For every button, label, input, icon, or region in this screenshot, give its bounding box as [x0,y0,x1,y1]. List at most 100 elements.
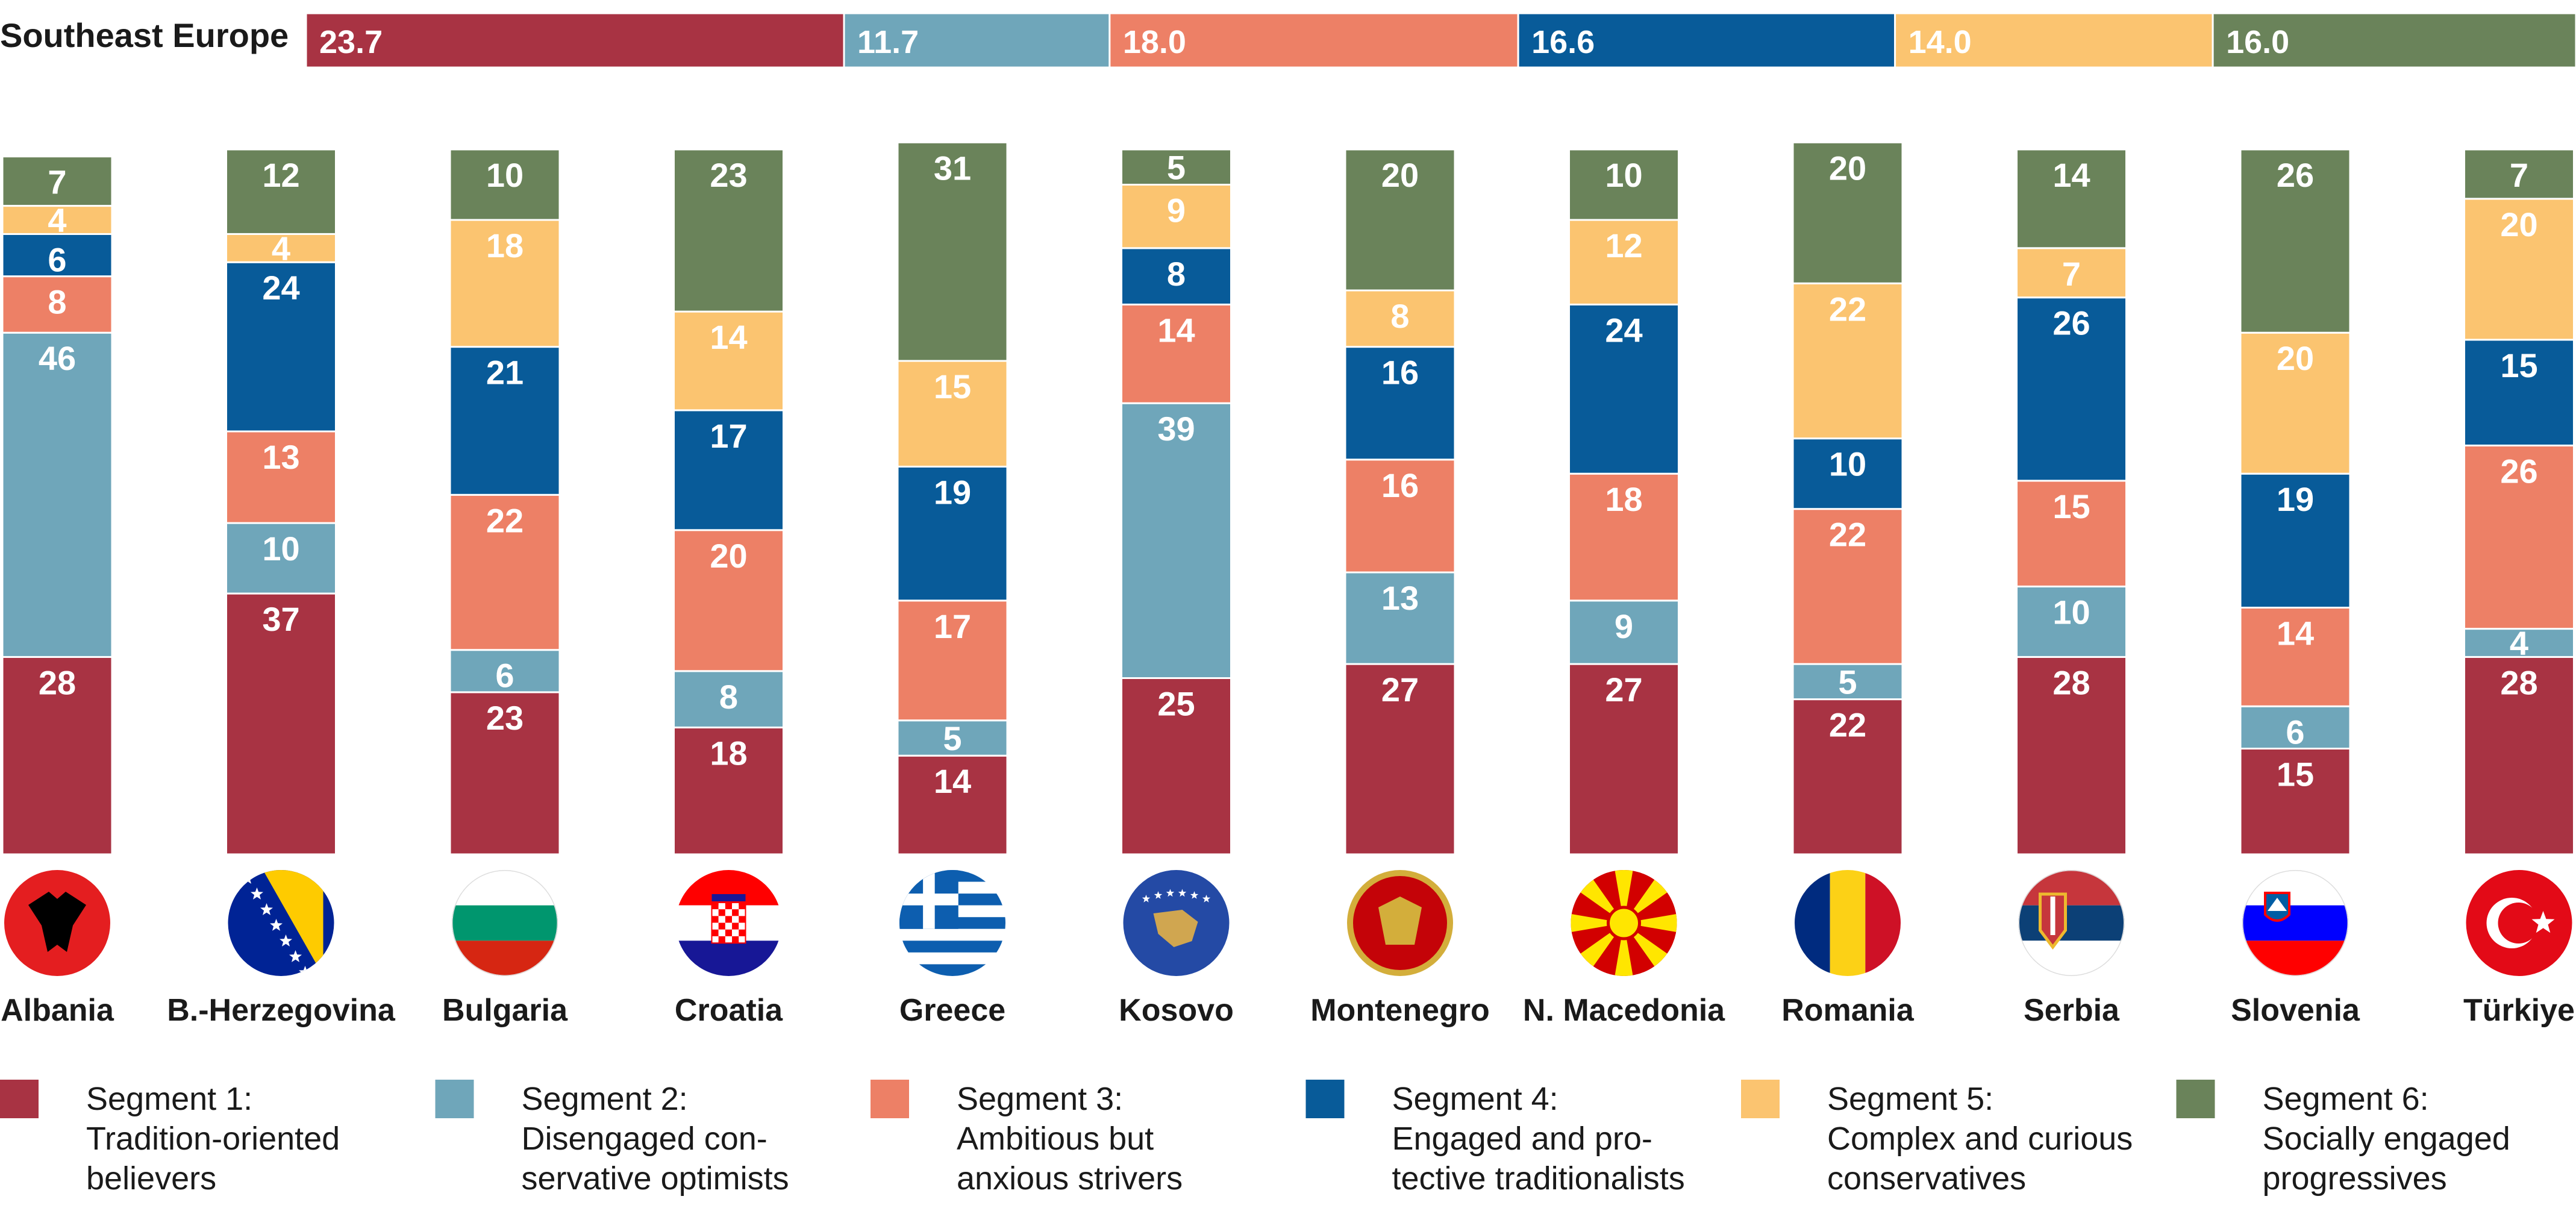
bar-segment-turkiye-s2 [2463,628,2575,658]
data-label-romania-s5: 22 [1829,290,1866,328]
data-label-turkiye-s4: 15 [2500,346,2537,384]
bar-segment-croatia-s1 [673,726,784,856]
data-label-bosnia-s3: 13 [262,438,299,476]
data-label-bulgaria-s1: 23 [486,699,524,737]
data-label-turkiye-s1: 28 [2500,663,2537,701]
country-label-croatia: Croatia [675,993,783,1028]
bar-turkiye: 284 26 15 20 7 [2463,148,2575,856]
data-label-albania-s4: 6 [48,240,66,278]
bar-segment-albania-s6 [1,155,113,207]
legend-desc-6-1: Socially engaged [2263,1121,2510,1157]
legend-swatch-6 [2176,1080,2215,1118]
bar-segment-bosnia-s3 [225,430,337,524]
bar-segment-bulgaria-s6 [449,148,561,221]
legend-desc-3-2: anxious strivers [957,1160,1183,1197]
summary-label: Southeast Europe [0,16,289,54]
data-label-greece-s3: 17 [934,607,971,645]
country-label-serbia: Serbia [2024,993,2120,1028]
data-label-slovenia-s3: 14 [2277,615,2314,653]
summary-value-5: 14.0 [1909,24,1972,60]
data-label-montenegro-s1: 27 [1381,671,1419,709]
flag-turkiye [2466,870,2572,976]
data-label-croatia-s1: 18 [710,734,747,772]
legend-swatch-3 [871,1080,909,1118]
bar-segment-macedonia-s5 [1568,219,1680,305]
country-label-romania: Romania [1781,993,1915,1028]
data-label-bosnia-s4: 24 [262,269,299,307]
legend-desc-3-1: Ambitious but [957,1121,1154,1157]
legend-desc-4-2: tective traditionalists [1392,1160,1685,1197]
data-label-croatia-s5: 14 [710,318,747,356]
data-label-bulgaria-s4: 21 [486,354,524,392]
data-label-montenegro-s2: 13 [1381,579,1419,617]
bar-segment-serbia-s3 [2016,480,2127,587]
legend-title-3: Segment 3: [957,1081,1123,1117]
data-label-macedonia-s5: 12 [1605,227,1642,264]
bar-segment-slovenia-s6 [2239,148,2351,334]
data-label-romania-s1: 22 [1829,706,1866,744]
data-label-greece-s4: 19 [934,474,971,512]
bar-macedonia: 27 9 18 24 12 10 [1568,148,1680,856]
bar-segment-romania-s4 [1792,437,1904,510]
bar-segment-romania-s1 [1792,698,1904,856]
data-label-kosovo-s3: 14 [1157,311,1195,349]
bar-greece: 14 5 17 19 15 31 [896,141,1008,856]
data-label-turkiye-s2: 4 [2510,624,2528,662]
bar-bosnia: 37 10 13 244 12 [225,148,337,856]
data-label-serbia-s4: 26 [2052,304,2090,342]
data-label-bosnia-s1: 37 [262,600,299,638]
bar-segment-serbia-s4 [2016,296,2127,482]
legend-item-4: Segment 4: Engaged and pro-tective tradit… [1305,1080,1685,1197]
data-label-serbia-s6: 14 [2052,156,2090,194]
flag-albania [4,870,110,976]
data-label-serbia-s2: 10 [2052,593,2090,631]
country-label-kosovo: Kosovo [1119,993,1234,1028]
country-label-albania: Albania [1,993,114,1028]
bar-segment-albania-s5 [1,205,113,235]
legend-item-2: Segment 2: Disengaged con-servative optim… [435,1080,789,1197]
flag-macedonia [1571,870,1677,976]
data-label-kosovo-s5: 9 [1167,192,1186,230]
legend-item-5: Segment 5: Complex and curiousconservativ… [1741,1080,2133,1197]
bar-segment-albania-s4 [1,233,113,278]
bar-segment-montenegro-s2 [1344,571,1456,665]
bar-segment-turkiye-s6 [2463,148,2575,200]
bar-segment-montenegro-s3 [1344,458,1456,574]
bar-segment-croatia-s4 [673,409,784,531]
bar-segment-romania-s3 [1792,508,1904,665]
bar-segment-bosnia-s6 [225,148,337,235]
bar-segment-macedonia-s3 [1568,472,1680,602]
data-label-greece-s5: 15 [934,368,971,405]
data-label-slovenia-s1: 15 [2277,756,2314,793]
data-label-slovenia-s6: 26 [2277,156,2314,194]
data-label-greece-s6: 31 [934,149,971,187]
data-label-croatia-s3: 20 [710,537,747,575]
data-label-croatia-s2: 8 [719,678,738,716]
data-label-macedonia-s1: 27 [1605,671,1642,709]
data-label-bulgaria-s6: 10 [486,156,524,194]
data-label-croatia-s6: 23 [710,156,747,194]
flag-montenegro [1347,870,1453,976]
bar-segment-romania-s2 [1792,663,1904,701]
legend-title-2: Segment 2: [522,1081,688,1117]
bar-segment-turkiye-s4 [2463,339,2575,446]
bar-segment-slovenia-s5 [2239,331,2351,475]
data-label-serbia-s3: 15 [2052,487,2090,525]
bar-serbia: 28 10 15 26 7 14 [2016,148,2127,856]
legend-desc-5-1: Complex and curious [1827,1121,2133,1157]
legend-desc-2-2: servative optimists [522,1160,789,1197]
legend: Segment 1:Tradition-orientedbelieversSeg… [0,1080,2510,1197]
legend-desc-4-1: Engaged and pro- [1392,1121,1652,1157]
summary-seg-3 [1108,12,1519,69]
bar-segment-slovenia-s4 [2239,472,2351,609]
summary-bar: Southeast Europe 23.7 11.7 18.0 16.6 14.0 16.0 [0,12,2576,69]
bar-segment-bulgaria-s2 [449,649,561,693]
country-bars: 2846864737101324412236222118101882017142… [1,141,2575,856]
data-label-bosnia-s5: 4 [272,230,290,268]
data-label-greece-s2: 5 [943,719,961,757]
bar-segment-bulgaria-s3 [449,493,561,651]
summary-seg-4 [1517,12,1896,69]
